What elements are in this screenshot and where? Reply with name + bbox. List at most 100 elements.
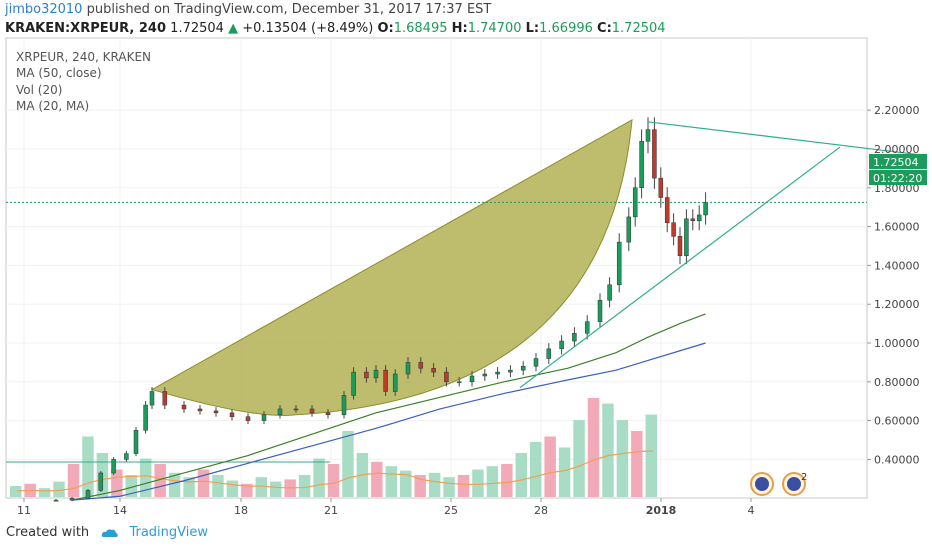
volume-ma-line (17, 450, 653, 492)
cup-shape-drawing[interactable] (150, 118, 633, 416)
y-tick-label: 1.20000 (874, 298, 920, 311)
time-axis[interactable]: 11 14 18 21 25 28 2018 4 (17, 498, 755, 517)
candle-body (133, 430, 139, 454)
volume-bar (631, 431, 643, 497)
candle-body (261, 414, 267, 421)
volume-bar (515, 453, 527, 497)
volume-bar (385, 466, 397, 497)
volume-bar (125, 475, 137, 497)
candle-body (293, 408, 299, 411)
price-badge-bg (869, 154, 927, 169)
candle-body (383, 369, 388, 392)
candle-body (143, 404, 148, 431)
volume-bar (573, 420, 585, 497)
event-icons[interactable]: 2 (750, 472, 807, 496)
close-value: 1.72504 (611, 21, 666, 36)
author-link[interactable]: jimbo32010 (5, 2, 83, 17)
candle-body (111, 459, 116, 474)
legend: XRPEUR, 240, KRAKEN MA (50, close) Vol (… (16, 50, 151, 113)
y-tick-label: 1.80000 (874, 182, 920, 195)
volume-bar (168, 472, 181, 497)
trendline (519, 266, 681, 389)
chart-frame (5, 37, 868, 499)
price-axis[interactable]: 2.20000 2.00000 1.80000 1.60000 1.40000 1.200… (867, 104, 920, 466)
candle-body (418, 362, 424, 369)
open-label: O: (377, 21, 394, 36)
candle-body (684, 218, 689, 256)
tradingview-link[interactable]: TradingView (129, 525, 208, 540)
candle-body (373, 369, 379, 379)
volume-bar (212, 475, 224, 497)
ma50-line (71, 313, 706, 501)
candle-body (229, 412, 235, 417)
x-tick-label: 18 (234, 504, 248, 517)
candle-body (162, 391, 168, 406)
candle-body (652, 129, 657, 179)
volume-bar (414, 475, 426, 497)
candle-body (469, 375, 475, 383)
event-count-badge: 2 (801, 472, 807, 483)
trendline (679, 146, 841, 268)
candle-body (671, 222, 676, 237)
y-tick-label: 0.80000 (874, 376, 920, 389)
countdown-badge-text: 01:22:20 (873, 172, 922, 185)
y-tick-label: 0.40000 (874, 453, 920, 466)
y-tick-label: 1.00000 (874, 337, 920, 350)
candle-body (533, 358, 539, 367)
candle-body (149, 391, 155, 406)
volume-bar (457, 475, 470, 497)
x-tick-label: 11 (17, 504, 31, 517)
candle-body (325, 412, 331, 416)
candle-body (664, 197, 670, 223)
volume-bar (53, 481, 65, 497)
candle-body (658, 177, 664, 198)
volume-bar (154, 464, 166, 497)
price-badge-text: 1.72504 (873, 156, 919, 169)
volume-bar (558, 447, 571, 497)
volume-bar (486, 466, 499, 497)
candle-body (197, 408, 203, 412)
candle-body (639, 140, 644, 189)
volume-bar (327, 464, 340, 497)
volume-bar (400, 470, 412, 497)
ma-long-line (71, 342, 706, 501)
candle-body (341, 395, 347, 416)
candle-body (645, 129, 651, 142)
volume-bar (298, 475, 311, 497)
candle-body (181, 404, 187, 410)
volume-bar (140, 458, 152, 497)
low-value: 1.66996 (539, 21, 593, 36)
candle-body (53, 499, 59, 502)
candle-body (677, 236, 683, 256)
trendlines[interactable] (519, 121, 921, 389)
candle-body (696, 214, 702, 222)
last-price: 1.72504 (170, 21, 224, 36)
volume-bar (255, 477, 267, 497)
publish-info: jimbo32010 published on TradingView.com,… (5, 2, 491, 17)
created-with-text: Created with (6, 525, 90, 540)
x-tick-label: 4 (748, 504, 755, 517)
candle-body (245, 416, 251, 421)
volume-bar (616, 420, 629, 497)
legend-symbol: XRPEUR, 240, KRAKEN (16, 50, 151, 64)
publish-text: published on TradingView.com, December 3… (86, 2, 492, 17)
candle-body (703, 202, 708, 216)
candle-body (607, 284, 612, 301)
y-tick-label: 1.60000 (874, 221, 920, 234)
volume-bar (197, 469, 210, 497)
candle-body (364, 371, 369, 379)
candle-body (351, 371, 356, 396)
symbol-label: KRAKEN:XRPEUR, 240 (5, 21, 167, 36)
open-value: 1.68495 (393, 21, 448, 36)
volume-bar (270, 481, 282, 497)
close-label: C: (597, 21, 612, 36)
volume-bar (443, 477, 455, 497)
y-tick-label: 0.60000 (874, 415, 920, 428)
candle-body (392, 373, 398, 392)
x-tick-label: 14 (113, 504, 127, 517)
volume-bar (428, 472, 441, 497)
volume-bar (530, 442, 542, 497)
candle-body (405, 362, 411, 375)
volume-bar (111, 469, 123, 497)
